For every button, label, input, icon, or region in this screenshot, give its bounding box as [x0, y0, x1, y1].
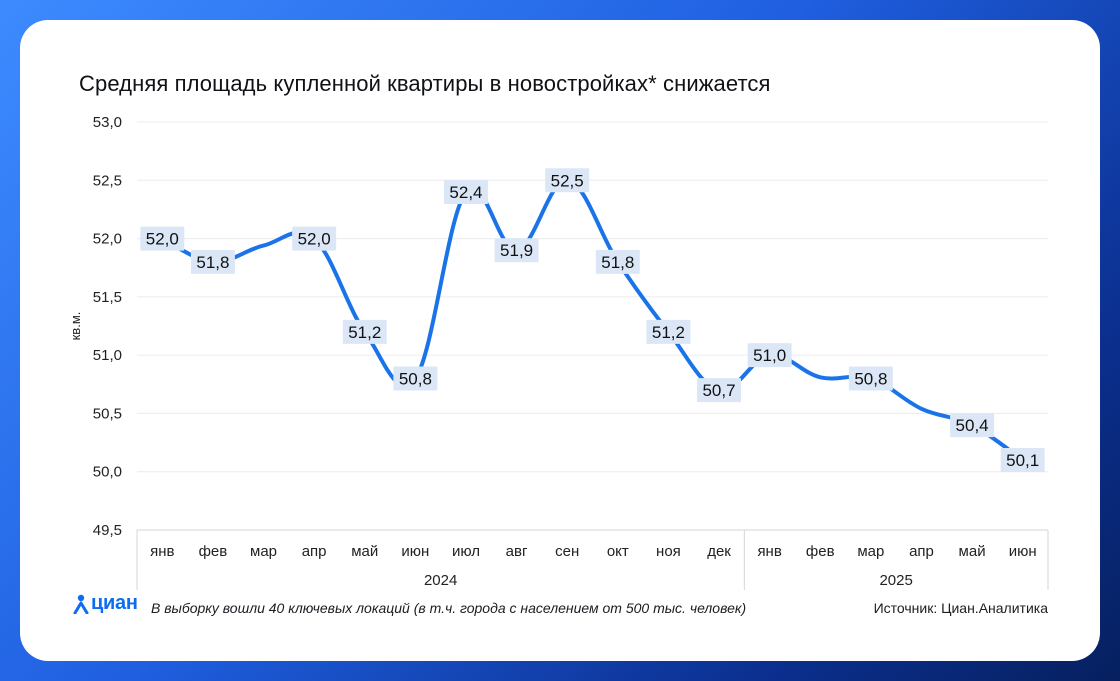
data-label-bg: [697, 378, 742, 403]
cian-logo: циан: [73, 592, 138, 615]
x-tick-label: июн: [401, 543, 429, 560]
data-label: 50,8: [854, 369, 887, 388]
data-label-bg: [393, 366, 438, 391]
data-label-bg: [950, 413, 995, 438]
source-note: Источник: Циан.Аналитика: [873, 600, 1048, 616]
x-tick-label: окт: [607, 543, 629, 560]
data-label-bg: [545, 168, 590, 193]
data-label: 50,1: [1006, 451, 1039, 470]
data-label-bg: [494, 238, 539, 263]
data-label: 52,5: [551, 171, 584, 190]
y-tick-label: 52,5: [93, 172, 122, 189]
y-tick-label: 51,5: [93, 289, 122, 306]
data-label: 52,4: [449, 183, 482, 202]
x-tick-label: фев: [199, 543, 228, 560]
logo-text: циан: [91, 592, 138, 614]
data-label: 50,8: [399, 369, 432, 388]
data-label-bg: [1000, 448, 1045, 473]
y-axis-label: кв.м.: [68, 312, 83, 341]
chart-card: Средняя площадь купленной квартиры в нов…: [20, 20, 1100, 661]
data-label-bg: [140, 226, 185, 251]
data-label-bg: [443, 179, 488, 204]
data-label-bg: [292, 226, 337, 251]
data-label: 51,0: [753, 346, 786, 365]
data-label: 51,8: [196, 253, 229, 272]
x-tick-label: июл: [452, 543, 480, 560]
data-label-bg: [747, 343, 792, 368]
data-label-bg: [190, 249, 235, 274]
data-label: 52,0: [146, 230, 179, 249]
y-tick-label: 53,0: [93, 114, 122, 131]
x-tick-label: июн: [1009, 543, 1037, 560]
y-tick-label: 50,0: [93, 464, 122, 481]
x-tick-label: май: [351, 543, 378, 560]
group-label: 2024: [424, 572, 457, 589]
data-label-bg: [848, 366, 893, 391]
data-label: 50,7: [702, 381, 735, 400]
data-label: 51,8: [601, 253, 634, 272]
person-pin-icon: [73, 594, 89, 614]
x-tick-label: мар: [857, 543, 884, 560]
x-tick-label: янв: [757, 543, 781, 560]
x-tick-label: фев: [806, 543, 835, 560]
x-tick-label: май: [959, 543, 986, 560]
x-tick-label: ноя: [656, 543, 681, 560]
y-tick-label: 51,0: [93, 347, 122, 364]
x-tick-label: авг: [506, 543, 528, 560]
x-tick-label: мар: [250, 543, 277, 560]
data-label-bg: [646, 319, 691, 344]
data-label: 50,4: [956, 416, 989, 435]
y-tick-label: 52,0: [93, 231, 122, 248]
x-tick-label: апр: [302, 543, 327, 560]
x-tick-label: апр: [909, 543, 934, 560]
data-label-bg: [595, 249, 640, 274]
data-label: 51,2: [652, 323, 685, 342]
data-label: 52,0: [298, 230, 331, 249]
x-tick-label: дек: [707, 543, 731, 560]
y-tick-label: 50,5: [93, 405, 122, 422]
group-label: 2025: [879, 572, 912, 589]
x-tick-label: янв: [150, 543, 174, 560]
footnote: В выборку вошли 40 ключевых локаций (в т…: [151, 600, 747, 616]
line-chart: 53,0 52,5 52,0 51,5 51,0 50,5 50,0 49,5 кв.м. янв…: [68, 114, 1049, 590]
x-tick-label: сен: [555, 543, 579, 560]
chart-title: Средняя площадь купленной квартиры в нов…: [79, 71, 771, 96]
series-line: [160, 178, 1025, 463]
y-tick-label: 49,5: [93, 522, 122, 539]
data-label: 51,2: [348, 323, 381, 342]
data-label-bg: [342, 319, 387, 344]
data-label: 51,9: [500, 241, 533, 260]
